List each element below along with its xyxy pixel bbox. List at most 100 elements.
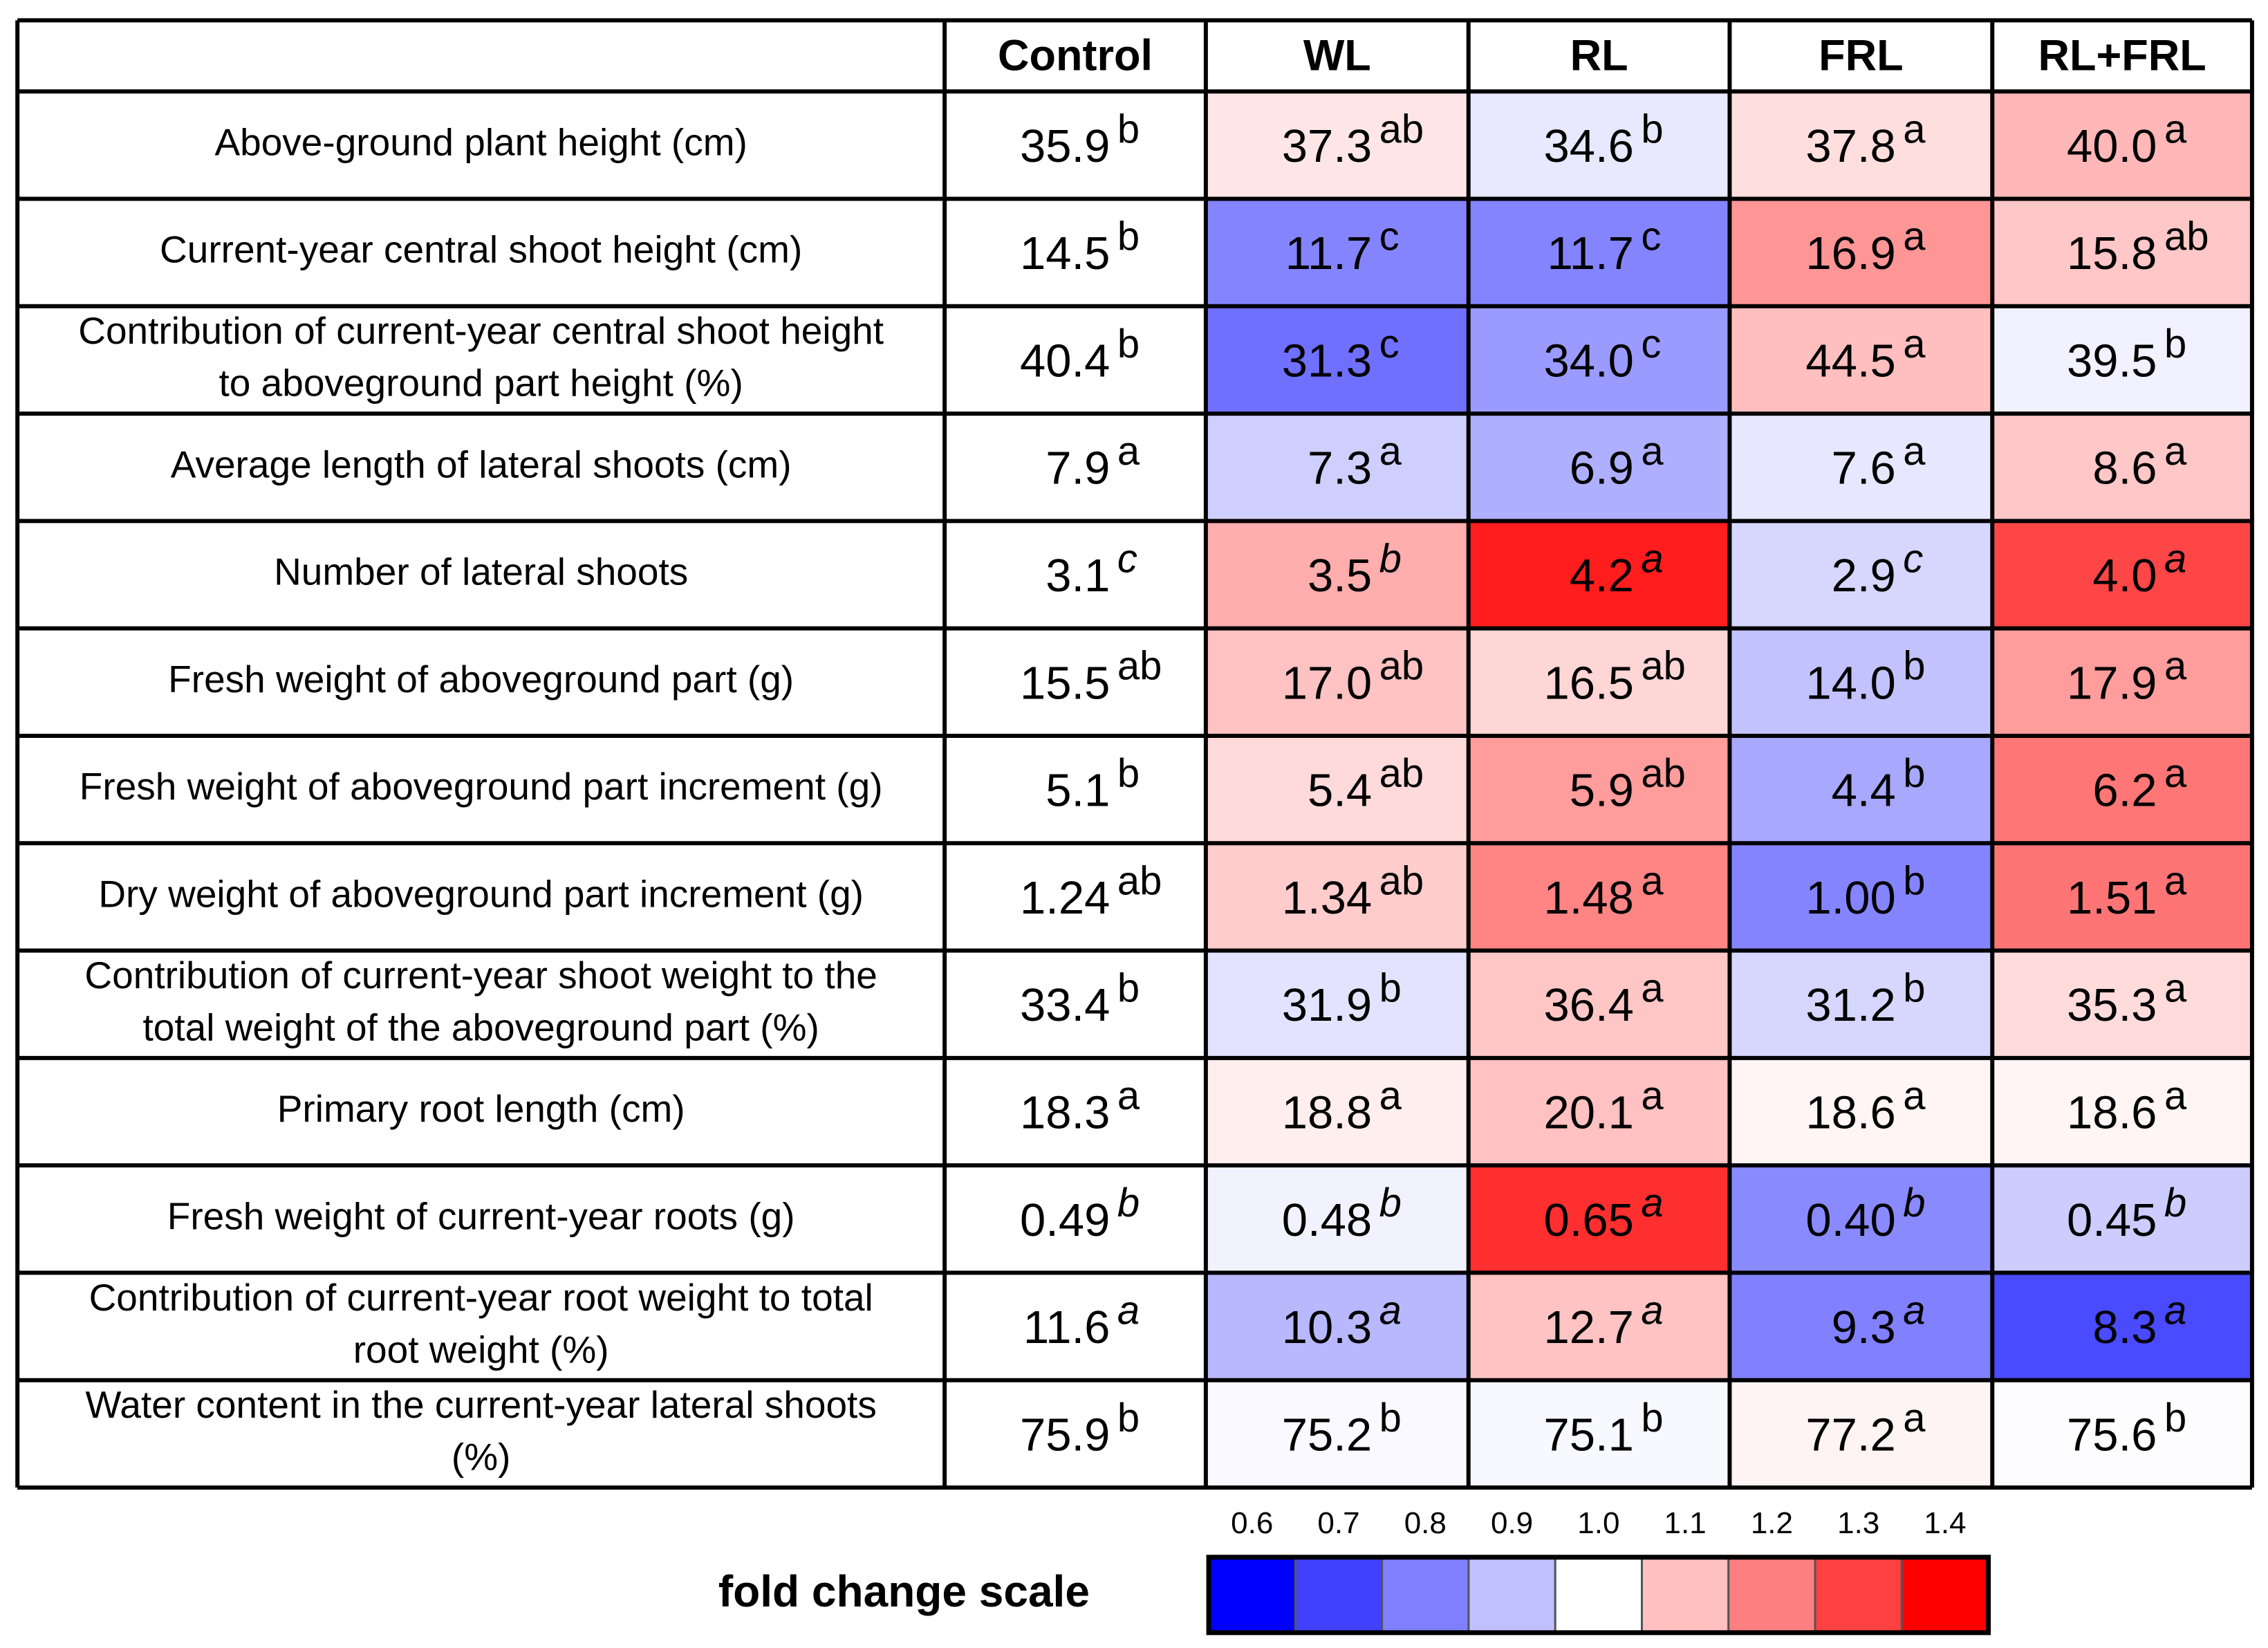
row-label: total weight of the aboveground part (%) xyxy=(142,1006,819,1048)
heat-cell xyxy=(945,521,1206,629)
cell-value: 2.9 xyxy=(1832,550,1896,602)
cell-value: 17.0 xyxy=(1282,657,1372,709)
heat-cell xyxy=(1992,843,2252,951)
significance-letter: c xyxy=(1117,536,1137,581)
cell-value: 8.6 xyxy=(2092,443,2157,494)
heat-cell xyxy=(1468,91,1730,199)
row-label: Average length of lateral shoots (cm) xyxy=(171,443,792,485)
significance-letter: a xyxy=(1903,322,1926,367)
scale-tick-label: 0.9 xyxy=(1491,1506,1533,1540)
heat-cell xyxy=(1468,306,1730,414)
significance-letter: ab xyxy=(1379,751,1424,796)
heat-cell xyxy=(1729,1057,1993,1166)
row-label: Number of lateral shoots xyxy=(274,550,688,593)
significance-letter: a xyxy=(1379,429,1402,474)
cell-value: 10.3 xyxy=(1282,1302,1372,1353)
significance-letter: c xyxy=(1379,214,1400,259)
heat-cell xyxy=(1729,843,1993,951)
heat-cell xyxy=(945,306,1206,414)
cell-value: 35.9 xyxy=(1020,120,1110,172)
cell-value: 4.4 xyxy=(1832,765,1896,817)
heat-cell xyxy=(945,414,1206,521)
significance-letter: a xyxy=(1117,429,1140,474)
cell-value: 0.48 xyxy=(1282,1194,1372,1246)
heat-cell xyxy=(1729,198,1993,306)
significance-letter: b xyxy=(1379,1396,1402,1441)
significance-letter: a xyxy=(1641,966,1664,1011)
scale-tick-label: 0.8 xyxy=(1404,1506,1447,1540)
scale-border xyxy=(1206,1555,1991,1636)
heat-cell xyxy=(1468,843,1730,951)
significance-letter: b xyxy=(1117,1181,1140,1225)
significance-letter: a xyxy=(1117,1288,1140,1333)
cell-value: 0.45 xyxy=(2067,1194,2157,1246)
cell-value: 37.3 xyxy=(1282,120,1372,172)
row-label: Fresh weight of aboveground part (g) xyxy=(168,658,794,701)
heat-cell xyxy=(1729,735,1993,844)
heat-cell xyxy=(1729,628,1993,736)
significance-letter: b xyxy=(1903,751,1925,796)
heat-cell xyxy=(1729,1272,1993,1380)
scale-title: fold change scale xyxy=(718,1566,1090,1616)
cell-value: 14.0 xyxy=(1805,657,1895,709)
scale-box xyxy=(1727,1556,1816,1634)
heat-cell xyxy=(1205,950,1469,1058)
significance-letter: a xyxy=(1641,536,1663,581)
significance-letter: c xyxy=(1641,322,1661,367)
cell-value: 4.2 xyxy=(1570,550,1634,602)
cell-value: 75.1 xyxy=(1544,1409,1634,1461)
heat-cell xyxy=(945,1165,1206,1273)
cell-value: 0.49 xyxy=(1020,1194,1110,1246)
significance-letter: a xyxy=(1903,1396,1926,1441)
heat-cell xyxy=(945,198,1206,306)
significance-letter: a xyxy=(1641,858,1664,903)
heat-cell xyxy=(945,91,1206,199)
significance-letter: a xyxy=(2164,1288,2186,1333)
significance-letter: ab xyxy=(2164,214,2209,259)
row-label: Contribution of current-year shoot weigh… xyxy=(84,954,877,997)
significance-letter: a xyxy=(1641,1181,1663,1225)
cell-value: 7.3 xyxy=(1308,443,1372,494)
row-label: Dry weight of aboveground part increment… xyxy=(98,872,864,915)
significance-letter: a xyxy=(2164,858,2187,903)
row-label: Above-ground plant height (cm) xyxy=(214,120,747,163)
significance-letter: a xyxy=(2164,966,2187,1011)
heat-cell xyxy=(1992,1165,2252,1273)
significance-letter: ab xyxy=(1641,644,1686,689)
heat-cell xyxy=(1468,1165,1730,1273)
significance-letter: a xyxy=(1641,1288,1663,1333)
cell-value: 34.6 xyxy=(1544,120,1634,172)
heat-cell xyxy=(1729,1380,1993,1488)
cell-value: 15.8 xyxy=(2067,228,2157,279)
cell-value: 14.5 xyxy=(1020,228,1110,279)
cell-value: 3.5 xyxy=(1308,550,1372,602)
heat-cell xyxy=(1992,198,2252,306)
scale-box xyxy=(1814,1556,1903,1634)
cell-value: 0.65 xyxy=(1544,1194,1634,1246)
significance-letter: b xyxy=(2164,1396,2186,1441)
cell-value: 7.6 xyxy=(1832,443,1896,494)
column-header: RL+FRL xyxy=(2038,32,2206,80)
significance-letter: b xyxy=(1379,536,1402,581)
heat-cell xyxy=(1992,521,2252,629)
row-label: Primary root length (cm) xyxy=(277,1087,685,1130)
row-label: (%) xyxy=(452,1436,511,1479)
row-label: Contribution of current-year root weight… xyxy=(89,1276,873,1319)
heat-cell xyxy=(1992,306,2252,414)
row-label: Fresh weight of aboveground part increme… xyxy=(80,765,883,808)
cell-value: 1.48 xyxy=(1544,872,1634,924)
cell-value: 5.4 xyxy=(1308,765,1372,817)
significance-letter: b xyxy=(1641,1396,1663,1441)
scale-box xyxy=(1554,1556,1643,1634)
scale-tick-label: 1.1 xyxy=(1664,1506,1707,1540)
column-header: FRL xyxy=(1819,32,1903,80)
significance-letter: b xyxy=(1117,214,1140,259)
significance-letter: a xyxy=(2164,644,2187,689)
heat-cell xyxy=(1468,198,1730,306)
row-label: to aboveground part height (%) xyxy=(219,362,743,405)
significance-letter: a xyxy=(1903,1073,1926,1118)
cell-value: 40.0 xyxy=(2067,120,2157,172)
significance-letter: a xyxy=(2164,536,2186,581)
heat-cell xyxy=(1205,1057,1469,1166)
